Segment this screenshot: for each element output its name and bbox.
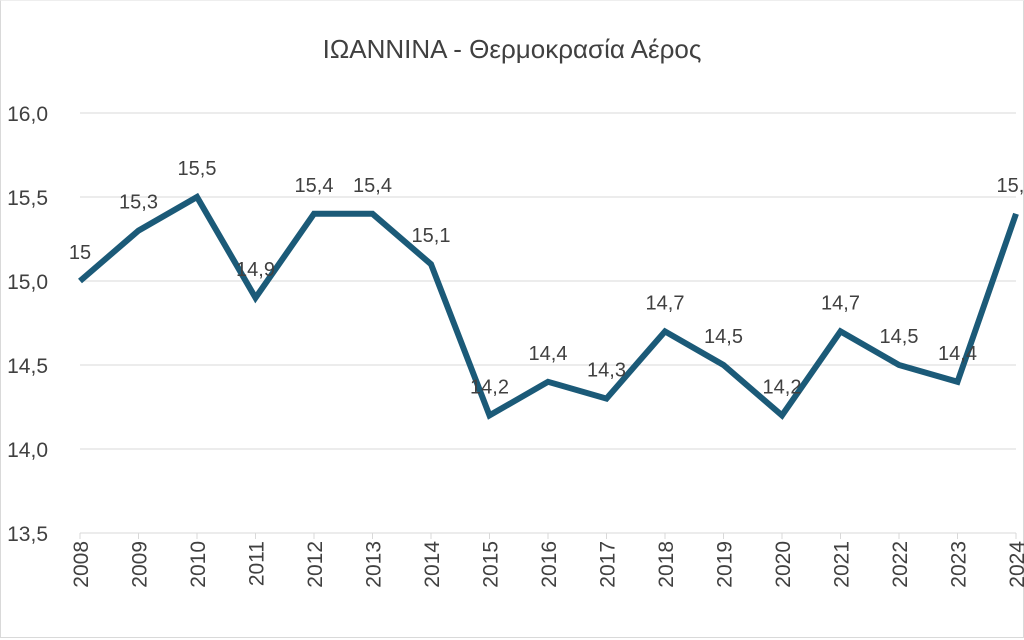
y-tick-label: 15,5 xyxy=(7,187,48,210)
x-tick-label: 2016 xyxy=(538,541,561,588)
data-label: 14,4 xyxy=(938,343,977,365)
series-group xyxy=(78,192,1019,420)
x-tick-label: 2021 xyxy=(831,541,854,588)
x-tick-label: 2013 xyxy=(363,541,386,588)
x-tick-label: 2019 xyxy=(714,541,737,588)
x-axis-ticks: 2008 2009 2010 2011 2012 2013 2014 2015 2016 2017… xyxy=(70,533,1024,588)
data-label: 15,3 xyxy=(119,192,158,214)
data-label: 15,1 xyxy=(412,225,451,247)
x-tick-label: 2018 xyxy=(655,541,678,588)
x-tick-label: 2014 xyxy=(421,541,444,588)
data-labels: 15 15,3 15,5 14,9 15,4 15,4 15,1 14,2 14,4 14,3 14… xyxy=(69,158,1024,398)
data-label: 14,4 xyxy=(529,343,568,365)
y-axis-ticks: 13,5 14,0 14,5 15,0 15,5 16,0 xyxy=(7,103,48,546)
x-tick-label: 2008 xyxy=(70,541,93,588)
data-label: 14,5 xyxy=(704,326,743,348)
data-label: 14,7 xyxy=(646,292,685,314)
chart-title: ΙΩΑΝΝΙΝΑ - Θερμοκρασία Αέρος xyxy=(323,34,702,64)
y-tick-label: 14,5 xyxy=(7,355,48,378)
x-tick-label: 2015 xyxy=(480,541,503,588)
data-label: 14,2 xyxy=(470,376,509,398)
x-tick-label: 2017 xyxy=(597,541,620,588)
x-tick-label: 2009 xyxy=(129,541,152,588)
y-tick-label: 15,0 xyxy=(7,271,48,294)
x-tick-label: 2010 xyxy=(187,541,210,588)
x-tick-label: 2023 xyxy=(948,541,971,588)
data-label: 14,2 xyxy=(763,376,802,398)
x-tick-label: 2022 xyxy=(889,541,912,588)
data-label: 14,7 xyxy=(821,292,860,314)
data-label: 14,9 xyxy=(236,259,275,281)
data-label: 15 xyxy=(69,242,91,264)
data-label: 14,3 xyxy=(587,360,626,382)
y-tick-label: 14,0 xyxy=(7,439,48,462)
data-label: 15,4 xyxy=(997,175,1024,197)
y-tick-label: 13,5 xyxy=(7,523,48,546)
x-tick-label: 2024 xyxy=(1006,541,1024,588)
data-label: 15,5 xyxy=(178,158,217,180)
x-tick-label: 2011 xyxy=(246,541,269,586)
data-label: 15,4 xyxy=(295,175,334,197)
gridlines xyxy=(80,112,1016,534)
x-tick-label: 2012 xyxy=(304,541,327,588)
series-line xyxy=(78,192,1019,420)
y-tick-label: 16,0 xyxy=(7,103,48,126)
data-label: 15,4 xyxy=(353,175,392,197)
data-label: 14,5 xyxy=(880,326,919,348)
x-tick-label: 2020 xyxy=(772,541,795,588)
